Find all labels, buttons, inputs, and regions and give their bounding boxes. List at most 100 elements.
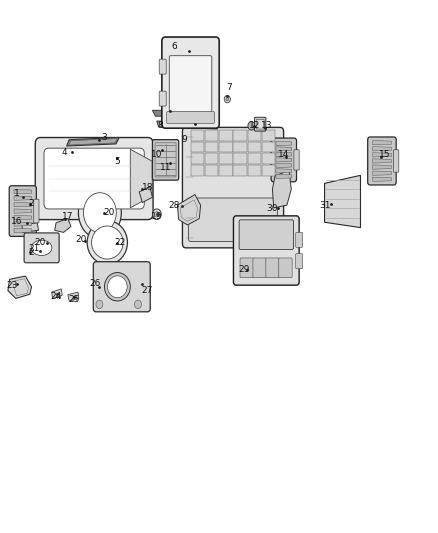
Polygon shape — [177, 195, 201, 225]
Text: 6: 6 — [171, 43, 177, 51]
FancyBboxPatch shape — [271, 138, 297, 182]
FancyBboxPatch shape — [253, 258, 266, 278]
Bar — [219, 142, 233, 152]
FancyBboxPatch shape — [393, 150, 399, 172]
Text: 12: 12 — [249, 122, 261, 130]
FancyBboxPatch shape — [162, 37, 219, 128]
Bar — [233, 142, 247, 152]
Text: 2: 2 — [29, 199, 34, 208]
Text: 8: 8 — [157, 122, 163, 130]
Bar — [233, 130, 247, 141]
FancyBboxPatch shape — [183, 127, 283, 248]
Ellipse shape — [32, 240, 52, 255]
Bar — [191, 130, 204, 141]
Text: 7: 7 — [226, 83, 233, 92]
Circle shape — [96, 300, 103, 309]
Text: 2: 2 — [29, 248, 34, 256]
FancyBboxPatch shape — [368, 137, 396, 185]
FancyBboxPatch shape — [93, 262, 150, 312]
Ellipse shape — [92, 226, 123, 259]
FancyBboxPatch shape — [239, 220, 293, 249]
FancyBboxPatch shape — [9, 186, 36, 237]
Text: 26: 26 — [90, 279, 101, 288]
Polygon shape — [372, 153, 392, 157]
Text: 10: 10 — [151, 150, 162, 158]
Text: 13: 13 — [261, 122, 273, 130]
Bar — [248, 142, 261, 152]
FancyBboxPatch shape — [189, 198, 278, 241]
Polygon shape — [55, 219, 71, 232]
Ellipse shape — [78, 187, 121, 239]
Polygon shape — [276, 152, 292, 157]
Polygon shape — [372, 165, 392, 169]
Polygon shape — [276, 158, 292, 162]
Text: 4: 4 — [62, 148, 67, 157]
Bar — [233, 165, 247, 176]
Bar — [219, 165, 233, 176]
Text: 22: 22 — [115, 238, 126, 247]
Text: 3: 3 — [101, 133, 107, 142]
FancyBboxPatch shape — [279, 258, 292, 278]
FancyBboxPatch shape — [159, 91, 166, 106]
FancyBboxPatch shape — [296, 254, 303, 269]
Polygon shape — [139, 187, 152, 203]
Text: 20: 20 — [75, 235, 87, 244]
Polygon shape — [276, 174, 292, 179]
Polygon shape — [8, 276, 32, 298]
Text: 5: 5 — [114, 157, 120, 166]
Text: 20: 20 — [103, 208, 114, 217]
Text: 28: 28 — [169, 201, 180, 210]
Text: 11: 11 — [160, 163, 171, 172]
Circle shape — [134, 300, 141, 309]
FancyBboxPatch shape — [296, 232, 303, 247]
Circle shape — [248, 122, 255, 130]
FancyBboxPatch shape — [266, 258, 279, 278]
Polygon shape — [14, 190, 32, 194]
Polygon shape — [67, 138, 119, 146]
Polygon shape — [52, 289, 62, 298]
Polygon shape — [14, 222, 32, 226]
FancyBboxPatch shape — [44, 148, 144, 209]
FancyBboxPatch shape — [233, 216, 299, 285]
FancyBboxPatch shape — [34, 199, 39, 223]
Bar — [205, 142, 218, 152]
Text: 31: 31 — [319, 201, 331, 210]
Text: 19: 19 — [151, 212, 162, 221]
Bar — [233, 154, 247, 164]
FancyBboxPatch shape — [166, 112, 215, 124]
Bar — [219, 130, 233, 141]
Text: 25: 25 — [68, 295, 79, 304]
Bar — [262, 130, 275, 141]
Polygon shape — [22, 223, 39, 232]
Text: 29: 29 — [239, 265, 250, 274]
Bar — [248, 165, 261, 176]
Circle shape — [226, 98, 229, 101]
Text: 24: 24 — [50, 293, 62, 301]
Text: 14: 14 — [278, 150, 290, 158]
Bar — [205, 130, 218, 141]
Text: 18: 18 — [142, 183, 154, 192]
Polygon shape — [14, 209, 32, 213]
Polygon shape — [276, 163, 292, 167]
Bar — [248, 130, 261, 141]
Polygon shape — [276, 169, 292, 173]
Polygon shape — [276, 141, 292, 146]
Polygon shape — [14, 196, 32, 200]
Text: 30: 30 — [267, 205, 278, 213]
Polygon shape — [372, 147, 392, 151]
Text: 15: 15 — [379, 150, 390, 158]
Polygon shape — [272, 171, 291, 208]
Polygon shape — [131, 149, 152, 208]
Polygon shape — [325, 175, 360, 228]
Circle shape — [155, 212, 159, 217]
Text: 9: 9 — [181, 135, 187, 144]
Polygon shape — [68, 292, 79, 301]
Text: 1: 1 — [14, 189, 20, 198]
Text: 21: 21 — [28, 244, 40, 253]
Bar — [262, 154, 275, 164]
Bar — [191, 165, 204, 176]
Polygon shape — [14, 203, 32, 207]
Text: 20: 20 — [35, 238, 46, 247]
Text: 27: 27 — [141, 286, 152, 295]
Circle shape — [152, 209, 161, 220]
